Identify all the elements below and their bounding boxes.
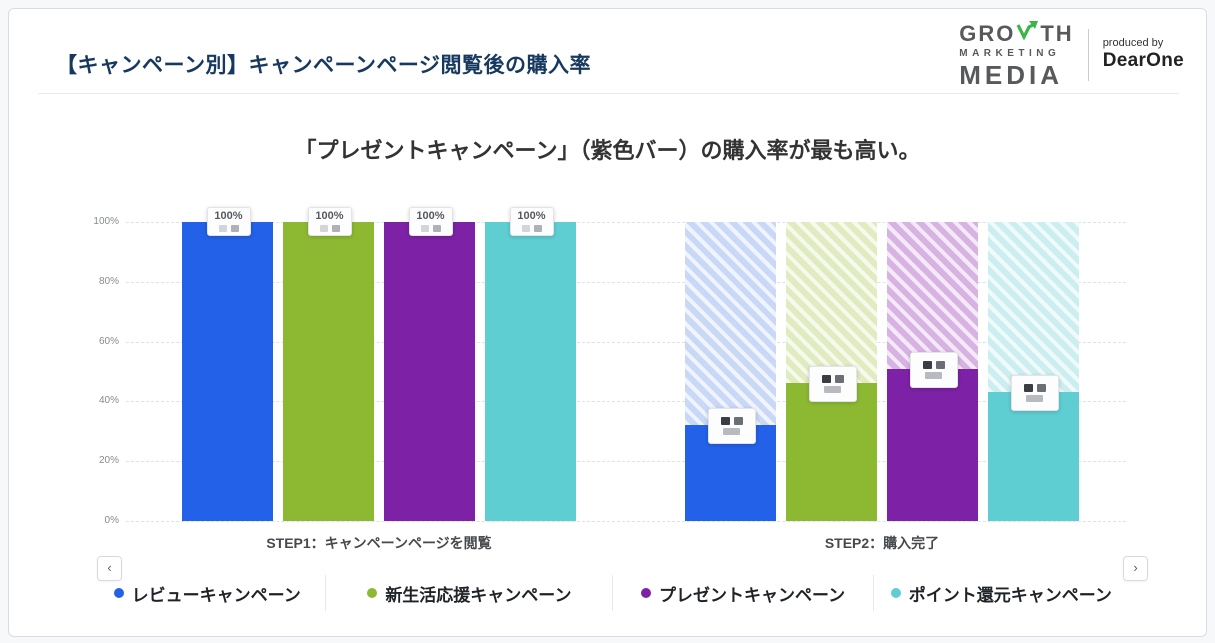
bar-value-text: 100%: [517, 210, 546, 222]
redacted-count: [1026, 395, 1043, 403]
gridline: [126, 281, 1126, 283]
bar-step2-remainder-3[interactable]: [988, 222, 1079, 393]
growth-marketing-media-logo: GRO TH MARKETING MEDIA: [959, 21, 1073, 88]
logo-line-growth: GRO TH: [959, 21, 1073, 45]
chart-insight-subtitle: 「プレゼントキャンペーン」（紫色バー）の購入率が最も高い。: [294, 138, 921, 163]
bar-value-label: [808, 366, 857, 403]
bar-step2-remainder-1[interactable]: [786, 222, 877, 384]
logo-line-marketing: MARKETING: [959, 48, 1061, 59]
bar-step1-0[interactable]: [182, 222, 273, 521]
produced-by-block: produced by DearOne: [1103, 37, 1184, 73]
header-divider: [38, 93, 1179, 94]
logo-line-media: MEDIA: [959, 60, 1064, 90]
y-axis-tick: 80%: [98, 275, 119, 287]
funnel-chart: STEP1：キャンペーンページを閲覧 STEP2：購入完了 0% 20% 40% 60…: [9, 9, 1206, 636]
bar-step1-2[interactable]: [384, 222, 475, 521]
legend-dot-teal: [890, 588, 901, 598]
scroll-right-button[interactable]: ›: [1123, 556, 1148, 581]
redacted-count: [218, 225, 239, 232]
y-axis-tick: 60%: [98, 335, 119, 347]
produced-by-label: produced by: [1102, 36, 1164, 49]
legend-label: プレゼントキャンペーン: [659, 585, 846, 605]
redacted-count: [420, 225, 441, 232]
bar-value-label: 100%: [509, 207, 554, 236]
redacted-percent: [821, 375, 844, 384]
bar-value-text: 100%: [416, 210, 445, 222]
bar-value-text: 100%: [214, 210, 243, 222]
redacted-count: [925, 371, 942, 379]
legend-label: 新生活応援キャンペーン: [385, 585, 572, 605]
page-title: 【キャンペーン別】キャンペーンページ閲覧後の購入率: [56, 54, 591, 77]
y-axis-tick: 0%: [104, 515, 119, 526]
redacted-percent: [1023, 384, 1046, 393]
redacted-count: [824, 386, 841, 394]
legend-item-point-campaign[interactable]: ポイント還元キャンペーン: [872, 575, 1129, 611]
gridline: [126, 461, 1126, 463]
y-axis-tick: 100%: [93, 216, 119, 227]
legend-dot-blue: [113, 588, 124, 598]
legend-item-review-campaign[interactable]: レビューキャンペーン: [89, 575, 325, 611]
gridline: [126, 341, 1126, 343]
bar-value-label: [1010, 375, 1059, 412]
gridline: [126, 222, 1126, 223]
producer-name: DearOne: [1102, 49, 1184, 71]
report-card: 【キャンペーン別】キャンペーンページ閲覧後の購入率 GRO TH MARKETI…: [8, 8, 1207, 637]
bar-value-label: [707, 408, 756, 445]
logo-divider: [1087, 28, 1089, 81]
bar-value-label: 100%: [307, 207, 352, 236]
brand-logo: GRO TH MARKETING MEDIA produced by DearO…: [959, 21, 1184, 88]
legend-dot-purple: [641, 588, 652, 598]
scroll-left-button[interactable]: ‹: [97, 556, 122, 581]
y-axis-tick: 40%: [98, 395, 119, 407]
redacted-count: [723, 428, 740, 436]
bar-step2-remainder-2[interactable]: [887, 222, 978, 369]
logo-text-th: TH: [1040, 21, 1074, 46]
bar-value-label: 100%: [206, 207, 251, 236]
y-axis-tick: 20%: [98, 455, 119, 467]
logo-text-gro: GRO: [959, 21, 1016, 46]
redacted-count: [521, 225, 542, 232]
bar-step2-remainder-0[interactable]: [685, 222, 776, 426]
bar-value-label: 100%: [408, 207, 453, 236]
chart-legend: レビューキャンペーン 新生活応援キャンペーン プレゼントキャンペーン ポイント還…: [89, 575, 1129, 611]
gridline: [126, 521, 1126, 522]
gridline: [126, 401, 1126, 403]
legend-label: ポイント還元キャンペーン: [908, 585, 1112, 605]
bar-step2-solid-2[interactable]: [887, 368, 978, 521]
legend-dot-green: [367, 588, 378, 598]
bar-step1-3[interactable]: [485, 222, 576, 521]
bar-step2-solid-3[interactable]: [988, 392, 1079, 521]
x-axis-label-step1: STEP1：キャンペーンページを閲覧: [266, 535, 492, 551]
bar-value-text: 100%: [315, 210, 344, 222]
legend-item-new-life-campaign[interactable]: 新生活応援キャンペーン: [325, 575, 612, 611]
bar-step1-1[interactable]: [283, 222, 374, 521]
x-axis-label-step2: STEP2：購入完了: [824, 535, 940, 551]
redacted-percent: [720, 417, 743, 426]
growth-arrow-icon: [1015, 21, 1040, 45]
legend-label: レビューキャンペーン: [131, 585, 301, 605]
bar-value-label: [909, 351, 958, 388]
legend-item-present-campaign[interactable]: プレゼントキャンペーン: [612, 575, 872, 611]
bar-step2-solid-1[interactable]: [786, 383, 877, 521]
redacted-percent: [922, 360, 945, 369]
redacted-count: [319, 225, 340, 232]
